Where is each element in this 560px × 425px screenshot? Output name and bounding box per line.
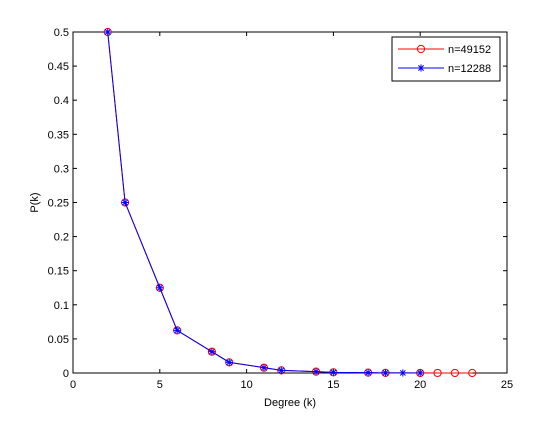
data-point bbox=[104, 28, 112, 36]
y-tick-label: 0.25 bbox=[48, 198, 69, 210]
data-point bbox=[468, 368, 477, 378]
data-point bbox=[399, 369, 407, 377]
legend-label: n=12288 bbox=[448, 63, 491, 75]
x-tick-label: 15 bbox=[327, 379, 339, 391]
y-tick-label: 0 bbox=[63, 368, 69, 380]
data-point bbox=[121, 198, 129, 207]
data-point bbox=[433, 368, 442, 378]
legend-entry: n=49152 bbox=[398, 44, 491, 56]
y-tick-label: 0.15 bbox=[48, 266, 69, 278]
data-point bbox=[329, 368, 337, 376]
y-tick-label: 0.05 bbox=[48, 334, 69, 346]
data-point bbox=[312, 368, 320, 376]
y-tick-label: 0.35 bbox=[48, 129, 69, 141]
y-axis-label: P(k) bbox=[29, 192, 41, 212]
data-point bbox=[208, 348, 216, 356]
y-tick-label: 0.2 bbox=[54, 232, 69, 244]
y-tick-label: 0.1 bbox=[54, 300, 69, 312]
legend-marker bbox=[416, 44, 426, 54]
plot-area bbox=[72, 31, 508, 374]
legend-entry: n=12288 bbox=[398, 63, 491, 75]
series-2 bbox=[104, 28, 424, 377]
data-point bbox=[416, 369, 424, 377]
data-point bbox=[450, 368, 460, 378]
series-layer bbox=[103, 27, 477, 378]
legend-label: n=49152 bbox=[448, 44, 491, 56]
legend-marker bbox=[417, 64, 425, 72]
data-point bbox=[173, 326, 181, 334]
y-tick-label: 0.4 bbox=[54, 95, 69, 107]
x-tick-label: 25 bbox=[501, 379, 513, 391]
x-axis-ticks: 0 5 10 15 20 25 bbox=[70, 32, 513, 391]
data-point bbox=[260, 364, 268, 372]
x-tick-label: 20 bbox=[414, 379, 426, 391]
legend: n=49152 n=12288 bbox=[391, 36, 501, 82]
y-tick-label: 0.45 bbox=[48, 61, 69, 73]
x-tick-label: 0 bbox=[70, 379, 76, 391]
x-tick-label: 10 bbox=[240, 379, 252, 391]
legend-box bbox=[391, 36, 501, 82]
x-axis-label: Degree (k) bbox=[264, 397, 316, 409]
data-point bbox=[156, 284, 164, 292]
data-point bbox=[364, 369, 372, 377]
y-axis-ticks: 0 0.05 0.1 0.15 0.2 0.25 0.3 0.35 0.4 0.45 0.5 bbox=[48, 27, 507, 380]
data-point bbox=[381, 369, 390, 377]
y-tick-label: 0.5 bbox=[54, 27, 69, 39]
data-point bbox=[277, 366, 285, 374]
x-tick-label: 5 bbox=[157, 379, 163, 391]
y-tick-label: 0.3 bbox=[54, 163, 69, 175]
data-point bbox=[225, 358, 233, 366]
